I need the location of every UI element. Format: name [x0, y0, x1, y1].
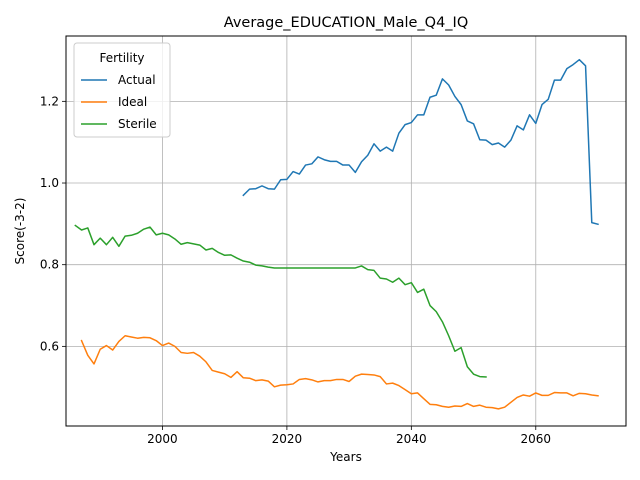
y-axis: 0.6 0.8 1.0 1.2	[40, 94, 66, 353]
x-tick-label: 2040	[396, 432, 427, 446]
y-tick-label: 1.0	[40, 176, 59, 190]
x-tick-label: 2060	[521, 432, 552, 446]
y-tick-label: 1.2	[40, 94, 59, 108]
legend-label-ideal: Ideal	[118, 95, 147, 109]
legend-title: Fertility	[99, 51, 144, 65]
y-axis-label: Score(-3-2)	[13, 198, 27, 265]
plot-frame	[65, 35, 627, 427]
series-layer	[74, 58, 599, 410]
x-axis: 2000 2020 2040 2060	[147, 426, 551, 446]
series-line-sterile	[74, 224, 487, 378]
legend-label-sterile: Sterile	[118, 117, 157, 131]
legend: Fertility Actual Ideal Sterile	[73, 42, 171, 138]
y-tick-label: 0.8	[40, 258, 59, 272]
legend-box	[73, 42, 171, 138]
grid-lines	[66, 36, 626, 426]
legend-label-actual: Actual	[118, 73, 156, 87]
x-tick-label: 2020	[272, 432, 303, 446]
x-tick-label: 2000	[147, 432, 178, 446]
y-tick-label: 0.6	[40, 339, 59, 353]
chart-title: Average_EDUCATION_Male_Q4_IQ	[224, 15, 468, 31]
series-line-ideal	[80, 335, 599, 410]
x-axis-label: Years	[329, 450, 362, 464]
series-line-actual	[242, 58, 599, 226]
